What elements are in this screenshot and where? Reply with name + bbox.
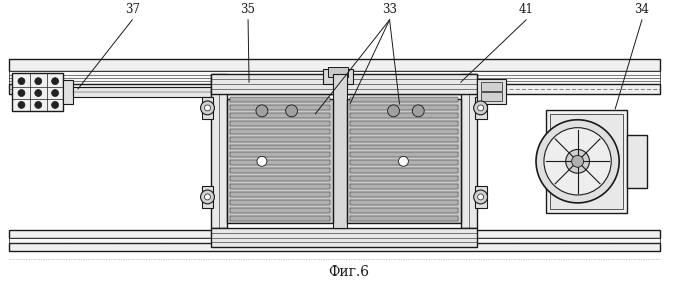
Bar [350, 208, 458, 213]
Text: 41: 41 [519, 3, 533, 16]
Bar [350, 216, 458, 221]
Bar [63, 80, 73, 104]
Bar [230, 216, 330, 221]
Bar [8, 243, 660, 251]
Circle shape [544, 128, 611, 195]
Bar [230, 121, 330, 126]
Circle shape [474, 101, 487, 115]
Bar [211, 228, 477, 247]
Text: 35: 35 [241, 3, 255, 16]
Bar [350, 176, 458, 181]
Circle shape [205, 105, 211, 111]
Bar [230, 208, 330, 213]
Circle shape [200, 101, 214, 115]
Bar [230, 168, 330, 173]
Bar [230, 176, 330, 181]
Circle shape [52, 90, 59, 96]
Bar [230, 184, 330, 189]
Circle shape [399, 156, 408, 166]
Circle shape [35, 90, 42, 96]
Text: 33: 33 [382, 3, 397, 16]
Bar [230, 137, 330, 141]
Bar [475, 186, 487, 208]
Bar [228, 99, 333, 223]
Bar [350, 200, 458, 205]
Bar [477, 79, 506, 104]
Bar [350, 121, 458, 126]
Circle shape [18, 78, 25, 85]
Bar [211, 74, 477, 94]
Bar [481, 92, 503, 101]
Bar [475, 97, 487, 119]
Circle shape [477, 105, 484, 111]
Bar [350, 144, 458, 150]
Circle shape [52, 101, 59, 108]
Bar [350, 152, 458, 157]
Bar [350, 168, 458, 173]
Bar [627, 135, 647, 188]
Circle shape [205, 194, 211, 200]
Bar [350, 113, 458, 118]
Bar [230, 200, 330, 205]
Text: 37: 37 [125, 3, 140, 16]
Bar [350, 105, 458, 110]
Bar [461, 74, 477, 228]
Bar [333, 74, 347, 228]
Bar [350, 184, 458, 189]
Bar [328, 67, 348, 77]
Text: Фиг.6: Фиг.6 [329, 265, 369, 279]
Bar [550, 114, 623, 209]
Bar [347, 99, 461, 223]
Circle shape [35, 78, 42, 85]
Bar [481, 82, 503, 91]
Circle shape [565, 150, 590, 173]
Circle shape [256, 105, 268, 117]
Circle shape [477, 194, 484, 200]
Bar [211, 74, 228, 228]
Bar [8, 71, 660, 84]
Bar [202, 97, 214, 119]
Circle shape [200, 190, 214, 204]
Circle shape [285, 105, 297, 117]
Circle shape [572, 155, 584, 167]
Bar [8, 230, 660, 238]
Circle shape [257, 156, 267, 166]
Bar [230, 160, 330, 165]
Bar [323, 69, 353, 84]
Circle shape [35, 101, 42, 108]
Bar [546, 110, 627, 213]
Circle shape [474, 190, 487, 204]
Circle shape [52, 78, 59, 85]
Bar [350, 160, 458, 165]
Bar [73, 87, 211, 97]
Circle shape [536, 120, 619, 203]
Bar [230, 144, 330, 150]
Bar [350, 129, 458, 134]
Circle shape [18, 101, 25, 108]
Bar [230, 192, 330, 197]
Bar [230, 97, 330, 102]
Bar [8, 84, 660, 94]
Bar [8, 59, 660, 71]
Circle shape [18, 90, 25, 96]
Bar [230, 129, 330, 134]
Text: 34: 34 [634, 3, 649, 16]
Bar [12, 73, 63, 111]
Bar [350, 192, 458, 197]
Bar [350, 137, 458, 141]
Bar [350, 97, 458, 102]
Bar [230, 113, 330, 118]
Circle shape [387, 105, 399, 117]
Bar [202, 186, 214, 208]
Bar [230, 152, 330, 157]
Bar [8, 238, 660, 245]
Circle shape [413, 105, 424, 117]
Bar [230, 105, 330, 110]
